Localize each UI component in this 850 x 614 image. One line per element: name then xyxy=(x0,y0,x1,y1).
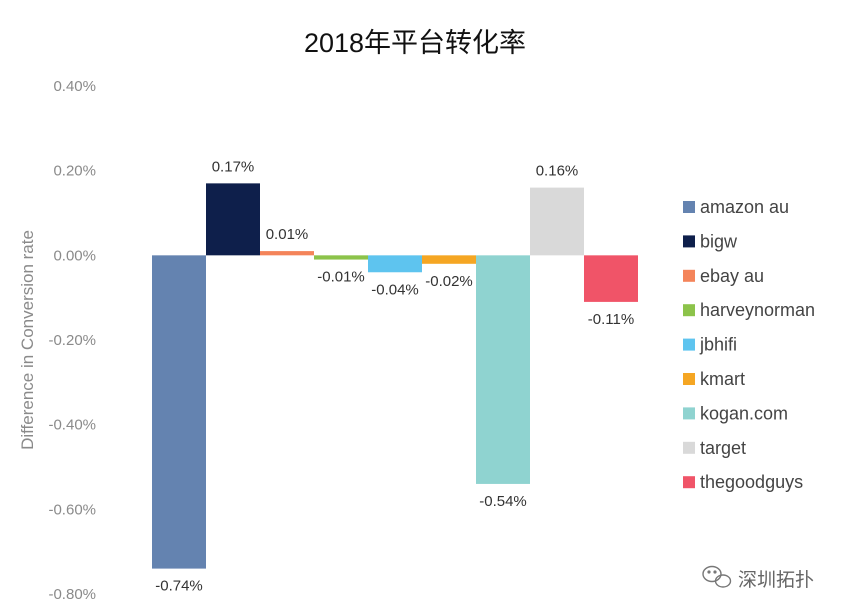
data-label: 0.01% xyxy=(266,226,309,243)
legend-swatch xyxy=(683,338,695,351)
legend-swatch xyxy=(683,304,695,317)
legend-label: kmart xyxy=(700,369,745,389)
y-tick-label: -0.60% xyxy=(48,501,96,518)
data-label: -0.02% xyxy=(425,273,473,290)
watermark: 深圳拓扑 xyxy=(702,565,814,591)
bar-target xyxy=(530,187,584,256)
data-label: -0.04% xyxy=(371,281,419,298)
bar-ebay-au xyxy=(260,251,314,256)
bar-thegoodguys xyxy=(584,255,638,302)
legend-label: amazon au xyxy=(700,197,789,217)
legend-swatch xyxy=(683,201,695,213)
data-label: 0.17% xyxy=(212,158,255,175)
y-axis: 0.40% 0.20% 0.00% -0.20% -0.40% -0.60% -0.80% xyxy=(48,78,96,603)
y-tick-label: -0.80% xyxy=(48,586,96,603)
bar-kogan-com xyxy=(476,255,530,484)
wechat-icon xyxy=(702,565,732,588)
data-label: -0.54% xyxy=(479,493,527,510)
data-label: 0.16% xyxy=(536,163,579,180)
data-labels: -0.74% 0.17% 0.01% -0.01% -0.04% -0.02% -0.54%… xyxy=(155,158,634,594)
data-label: -0.74% xyxy=(155,578,203,595)
legend-swatch xyxy=(683,441,695,454)
y-tick-label: 0.00% xyxy=(53,247,96,264)
legend-label: kogan.com xyxy=(700,403,788,423)
legend-label: ebay au xyxy=(700,266,764,286)
legend-label: bigw xyxy=(700,231,738,251)
bar-harveynorman xyxy=(314,255,368,260)
data-label: -0.01% xyxy=(317,269,365,286)
bar-kmart xyxy=(422,255,476,264)
y-tick-label: 0.20% xyxy=(53,163,96,180)
bar-bigw xyxy=(206,183,260,256)
legend-swatch xyxy=(683,373,695,385)
y-tick-label: 0.40% xyxy=(53,78,96,95)
bar-amazon-au xyxy=(152,255,206,569)
y-tick-label: -0.20% xyxy=(48,332,96,349)
chart-title: 2018年平台转化率 xyxy=(304,28,526,58)
data-label: -0.11% xyxy=(588,311,634,328)
bar-jbhifi xyxy=(368,255,422,273)
legend-label: jbhifi xyxy=(699,335,737,355)
legend-label: thegoodguys xyxy=(700,472,803,492)
legend-swatch xyxy=(683,476,695,489)
legend-swatch xyxy=(683,235,695,248)
y-axis-label: Difference in Conversion rate xyxy=(18,230,37,450)
legend-label: harveynorman xyxy=(700,300,815,320)
legend-label: target xyxy=(700,438,746,458)
y-tick-label: -0.40% xyxy=(48,417,96,434)
watermark-text: 深圳拓扑 xyxy=(738,569,814,591)
legend-swatch xyxy=(683,269,695,282)
legend-swatch xyxy=(683,407,695,420)
legend: amazon au bigw ebay au harveynorman jbhifi km… xyxy=(683,197,815,492)
plot-area xyxy=(152,183,638,569)
